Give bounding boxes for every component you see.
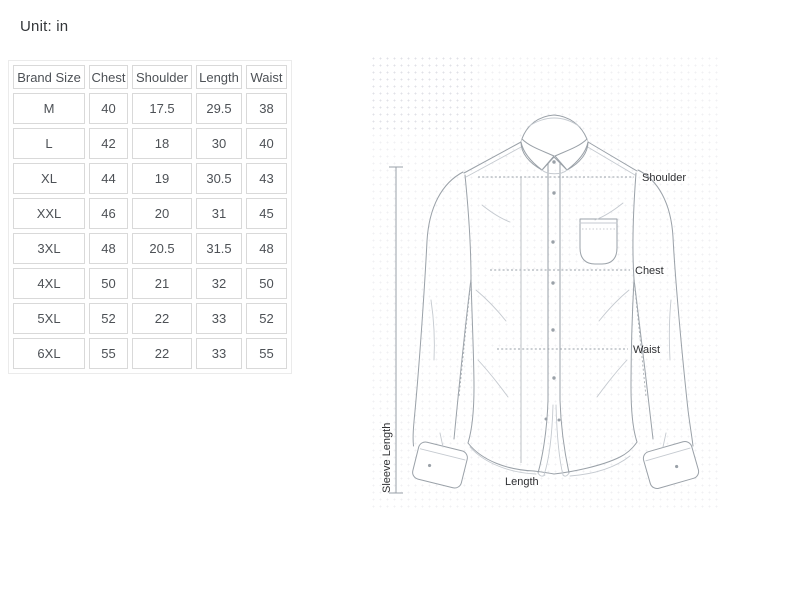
table-cell: L xyxy=(13,128,85,159)
dot-texture-corner xyxy=(370,55,474,131)
shirt-measurement-diagram: Shoulder Chest Waist Length Sleeve Lengt… xyxy=(370,55,720,510)
table-cell: 50 xyxy=(246,268,287,299)
column-header: Length xyxy=(196,65,242,89)
table-cell: 40 xyxy=(89,93,128,124)
table-cell: 55 xyxy=(246,338,287,369)
left-cuff xyxy=(412,441,468,489)
table-cell: 42 xyxy=(89,128,128,159)
table-cell: 48 xyxy=(89,233,128,264)
table-cell: 30.5 xyxy=(196,163,242,194)
column-header: Brand Size xyxy=(13,65,85,89)
table-row: L 42 18 30 40 xyxy=(13,128,287,159)
table-cell: 55 xyxy=(89,338,128,369)
table-cell: 32 xyxy=(196,268,242,299)
table-cell: 17.5 xyxy=(132,93,192,124)
table-cell: 48 xyxy=(246,233,287,264)
table-cell: 30 xyxy=(196,128,242,159)
table-cell: 43 xyxy=(246,163,287,194)
table-cell: 20 xyxy=(132,198,192,229)
waist-label: Waist xyxy=(633,344,660,356)
table-cell: 45 xyxy=(246,198,287,229)
table-cell: 5XL xyxy=(13,303,85,334)
table-cell: 21 xyxy=(132,268,192,299)
size-table: Brand Size Chest Shoulder Length Waist M 40 17.… xyxy=(9,61,291,373)
right-cuff xyxy=(642,441,700,489)
chest-pocket xyxy=(579,218,618,265)
shirt-sketch: Shoulder Chest Waist Length Sleeve Lengt… xyxy=(381,114,700,494)
size-chart-table: Brand Size Chest Shoulder Length Waist M 40 17.… xyxy=(8,60,292,374)
table-cell: 33 xyxy=(196,338,242,369)
table-cell: M xyxy=(13,93,85,124)
header-row: Brand Size Chest Shoulder Length Waist xyxy=(13,65,287,89)
unit-label: Unit: in xyxy=(20,18,69,35)
table-cell: 50 xyxy=(89,268,128,299)
table-cell: 18 xyxy=(132,128,192,159)
table-cell: 52 xyxy=(89,303,128,334)
left-cuff-slit xyxy=(439,432,444,448)
sleeve-length-label: Sleeve Length xyxy=(381,423,393,493)
table-cell: 6XL xyxy=(13,338,85,369)
placket xyxy=(537,160,570,477)
table-row: XXL 46 20 31 45 xyxy=(13,198,287,229)
column-header: Shoulder xyxy=(132,65,192,89)
table-cell: 3XL xyxy=(13,233,85,264)
table-cell: 31.5 xyxy=(196,233,242,264)
table-cell: XL xyxy=(13,163,85,194)
table-cell: 52 xyxy=(246,303,287,334)
shirt-outline xyxy=(412,169,694,477)
table-cell: 31 xyxy=(196,198,242,229)
shoulder-seams xyxy=(463,141,638,178)
table-row: 4XL 50 21 32 50 xyxy=(13,268,287,299)
shoulder-label: Shoulder xyxy=(642,172,686,184)
table-cell: 22 xyxy=(132,303,192,334)
seam-details xyxy=(430,202,672,398)
table-row: M 40 17.5 29.5 38 xyxy=(13,93,287,124)
column-header: Chest xyxy=(89,65,128,89)
table-cell: 40 xyxy=(246,128,287,159)
right-cuff-slit xyxy=(662,432,667,448)
table-row: 6XL 55 22 33 55 xyxy=(13,338,287,369)
table-cell: 22 xyxy=(132,338,192,369)
table-cell: 46 xyxy=(89,198,128,229)
table-cell: 33 xyxy=(196,303,242,334)
table-cell: 20.5 xyxy=(132,233,192,264)
chest-label: Chest xyxy=(635,265,664,277)
length-label: Length xyxy=(505,476,539,488)
table-row: 5XL 52 22 33 52 xyxy=(13,303,287,334)
table-row: 3XL 48 20.5 31.5 48 xyxy=(13,233,287,264)
table-cell: 19 xyxy=(132,163,192,194)
table-cell: XXL xyxy=(13,198,85,229)
table-row: XL 44 19 30.5 43 xyxy=(13,163,287,194)
table-cell: 44 xyxy=(89,163,128,194)
table-cell: 38 xyxy=(246,93,287,124)
measurement-lines xyxy=(389,166,634,494)
column-header: Waist xyxy=(246,65,287,89)
collar xyxy=(520,114,589,175)
table-cell: 4XL xyxy=(13,268,85,299)
table-cell: 29.5 xyxy=(196,93,242,124)
